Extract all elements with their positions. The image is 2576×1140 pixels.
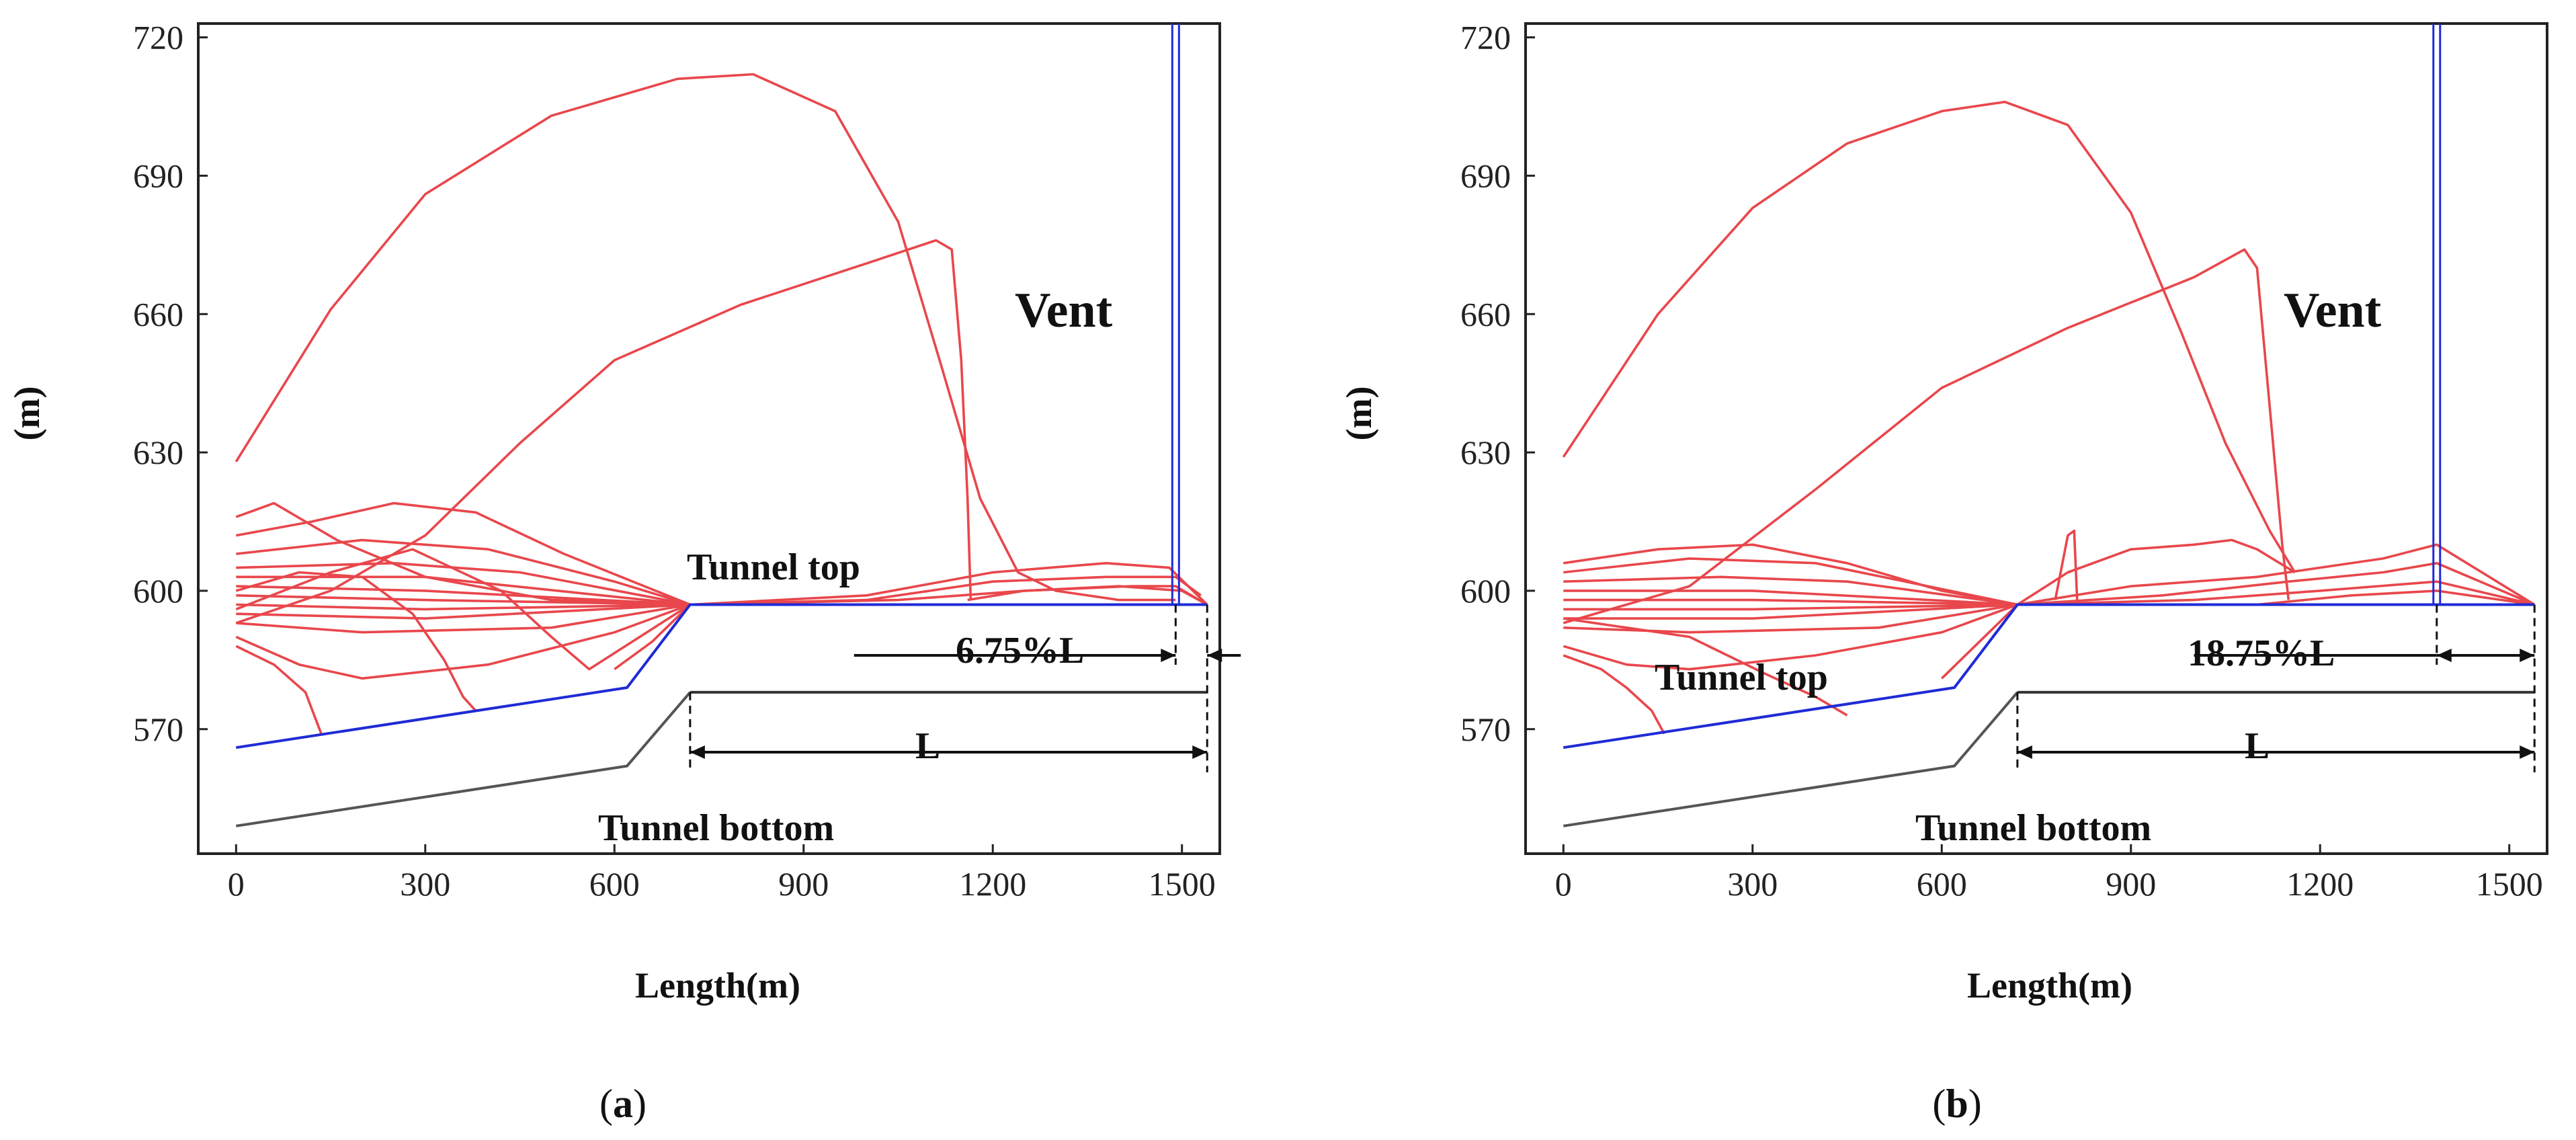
y-tick-label: 600	[1460, 572, 1511, 610]
y-tick-label: 570	[133, 710, 183, 748]
y-tick-label: 660	[1460, 295, 1511, 333]
vent-label-a: Vent	[1015, 283, 1113, 338]
y-tick-label: 690	[1460, 157, 1511, 194]
axis-ticks-a: 0 300 600 900 1200 1500 570 600 630 660 690 720	[133, 19, 1216, 903]
trajectory-line	[235, 501, 691, 606]
tunnel-top-line	[235, 603, 1208, 749]
x-tick-label: 1200	[2286, 865, 2354, 903]
tunnel-top-line	[1563, 603, 2535, 749]
tunnel-bottom-line	[1563, 691, 2019, 827]
x-tick-label: 300	[1727, 865, 1778, 903]
trajectory-line	[236, 603, 691, 634]
x-tick-label: 300	[400, 865, 450, 903]
y-tick-label: 630	[1460, 434, 1511, 471]
trajectory-line	[236, 603, 690, 611]
tunnel-bottom-label-a: Tunnel bottom	[598, 807, 834, 849]
dimension-L-label-b: L	[2245, 725, 2270, 767]
panel-a: 0 300 600 900 1200 1500 570 600 630 660 690 720 Ven…	[7, 19, 1241, 1126]
vent-label-b: Vent	[2284, 283, 2382, 338]
x-tick-label: 0	[1555, 865, 1572, 903]
trajectory-line	[1563, 589, 2018, 606]
y-axis-title-a: (m)	[7, 386, 47, 441]
caption-a: (a)	[599, 1082, 647, 1126]
x-tick-label: 1500	[1149, 865, 1216, 903]
trajectories-b	[1562, 100, 2536, 735]
y-tick-label: 630	[133, 434, 183, 471]
annotations-a	[235, 24, 1241, 827]
trajectory-line	[2257, 589, 2535, 606]
trajectory-line	[235, 645, 323, 735]
trajectory-line	[1563, 617, 1848, 717]
trajectory-line	[235, 501, 690, 606]
tunnel-top-label-a: Tunnel top	[687, 546, 860, 588]
offset-label-a: 6.75%L	[956, 630, 1084, 671]
x-tick-label: 600	[589, 865, 640, 903]
trajectory-line	[1563, 543, 2018, 606]
trajectory-line	[2016, 538, 2296, 606]
caption-letter-b: b	[1946, 1082, 1968, 1126]
annotations-b	[1563, 24, 2536, 827]
trajectory-line	[236, 603, 690, 620]
y-tick-label: 720	[1460, 19, 1511, 56]
y-axis-title-b: (m)	[1339, 386, 1379, 441]
trajectory-line	[1563, 575, 2018, 606]
trajectory-line	[236, 575, 691, 606]
plot-frame-b	[1524, 22, 2548, 855]
trajectory-line	[2017, 580, 2535, 606]
trajectory-line	[1563, 248, 2290, 624]
trajectory-line	[1563, 603, 2018, 634]
y-tick-label: 660	[133, 295, 183, 333]
caption-letter-a: a	[613, 1082, 633, 1126]
axis-ticks-b: 0 300 600 900 1200 1500 570 600 630 660 690 720	[1460, 19, 2543, 903]
offset-arrowhead	[1161, 648, 1176, 662]
x-tick-label: 1200	[959, 865, 1026, 903]
trajectory-line	[235, 73, 1176, 602]
x-axis-title-a: Length(m)	[635, 965, 800, 1006]
trajectory-line	[690, 562, 1208, 606]
trajectory-line	[1563, 654, 1665, 735]
trajectory-line	[235, 571, 477, 712]
panel-b: 0 300 600 900 1200 1500 570 600 630 660 690 720 Ven…	[1339, 19, 2548, 1126]
caption-b: (b)	[1932, 1082, 1981, 1126]
trajectory-line	[236, 585, 690, 606]
x-tick-label: 1500	[2476, 865, 2543, 903]
tunnel-bottom-line	[235, 691, 692, 827]
x-tick-label: 900	[2106, 865, 2156, 903]
trajectory-line	[235, 548, 691, 671]
y-tick-label: 570	[1460, 710, 1511, 748]
x-axis-title-b: Length(m)	[1967, 965, 2132, 1006]
plot-frame-a	[197, 22, 1221, 855]
trajectory-line	[1563, 603, 2018, 671]
trajectory-line	[235, 603, 691, 680]
trajectory-line	[2017, 562, 2535, 606]
trajectory-line	[2054, 529, 2079, 605]
tunnel-top-label-b: Tunnel top	[1655, 657, 1828, 698]
trajectory-line	[1941, 604, 2019, 680]
y-tick-label: 720	[133, 19, 183, 56]
trajectory-line	[236, 594, 690, 606]
trajectory-line	[1563, 603, 2018, 611]
trajectory-line	[1563, 603, 2018, 620]
trajectory-line	[236, 562, 691, 606]
y-tick-label: 690	[133, 157, 183, 194]
trajectory-line	[236, 538, 691, 606]
trajectory-line	[2017, 543, 2536, 606]
trajectory-line	[1563, 557, 2018, 606]
dimension-L-label-a: L	[915, 725, 940, 767]
trajectory-line	[1563, 598, 2018, 606]
trajectory-line	[967, 585, 1208, 606]
x-tick-label: 0	[228, 865, 245, 903]
offset-arrowhead	[1207, 648, 1222, 662]
trajectory-line	[614, 604, 692, 671]
trajectories-a	[235, 73, 1208, 735]
x-tick-label: 600	[1917, 865, 1967, 903]
tunnel-bottom-label-b: Tunnel bottom	[1915, 807, 2151, 849]
y-tick-label: 600	[133, 572, 183, 610]
x-tick-label: 900	[778, 865, 829, 903]
trajectory-line	[1562, 100, 2296, 573]
offset-label-b: 18.75%L	[2188, 633, 2335, 674]
